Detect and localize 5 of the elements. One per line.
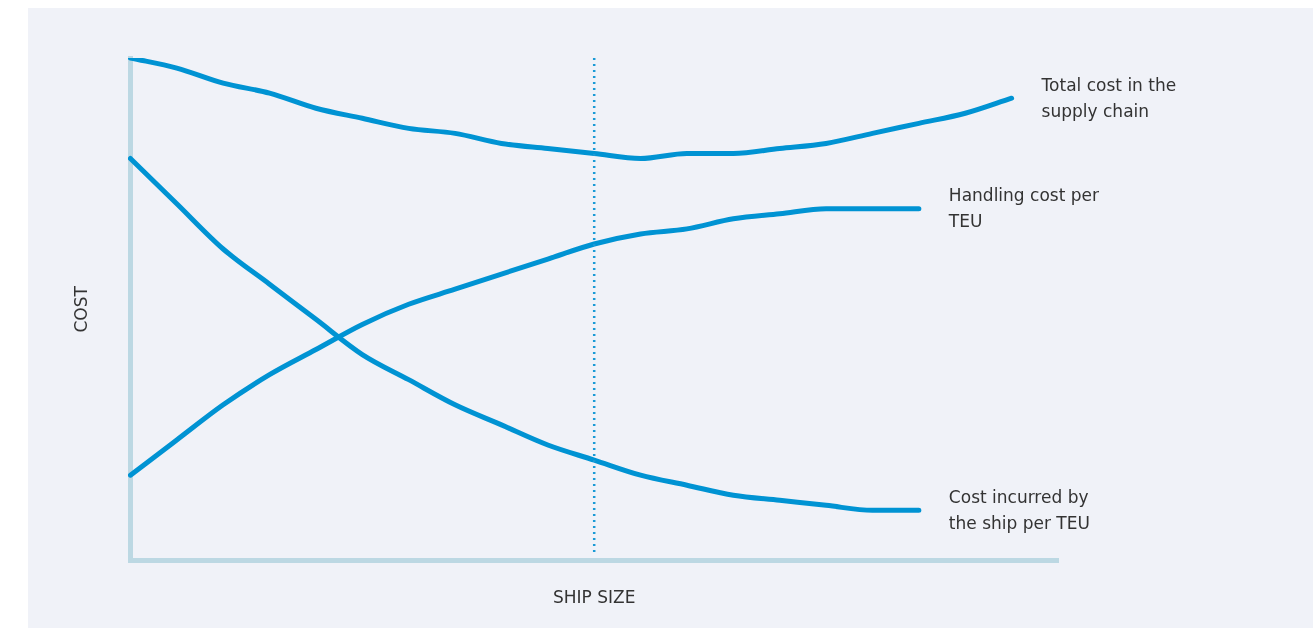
series-label: Total cost in the supply chain (1040, 74, 1177, 121)
y-axis-title: COST (70, 285, 91, 333)
series-label: Cost incurred by the ship per TEU (948, 486, 1090, 533)
x-axis-title: SHIP SIZE (552, 587, 636, 608)
series-label: Handling cost per TEU (947, 185, 1099, 232)
